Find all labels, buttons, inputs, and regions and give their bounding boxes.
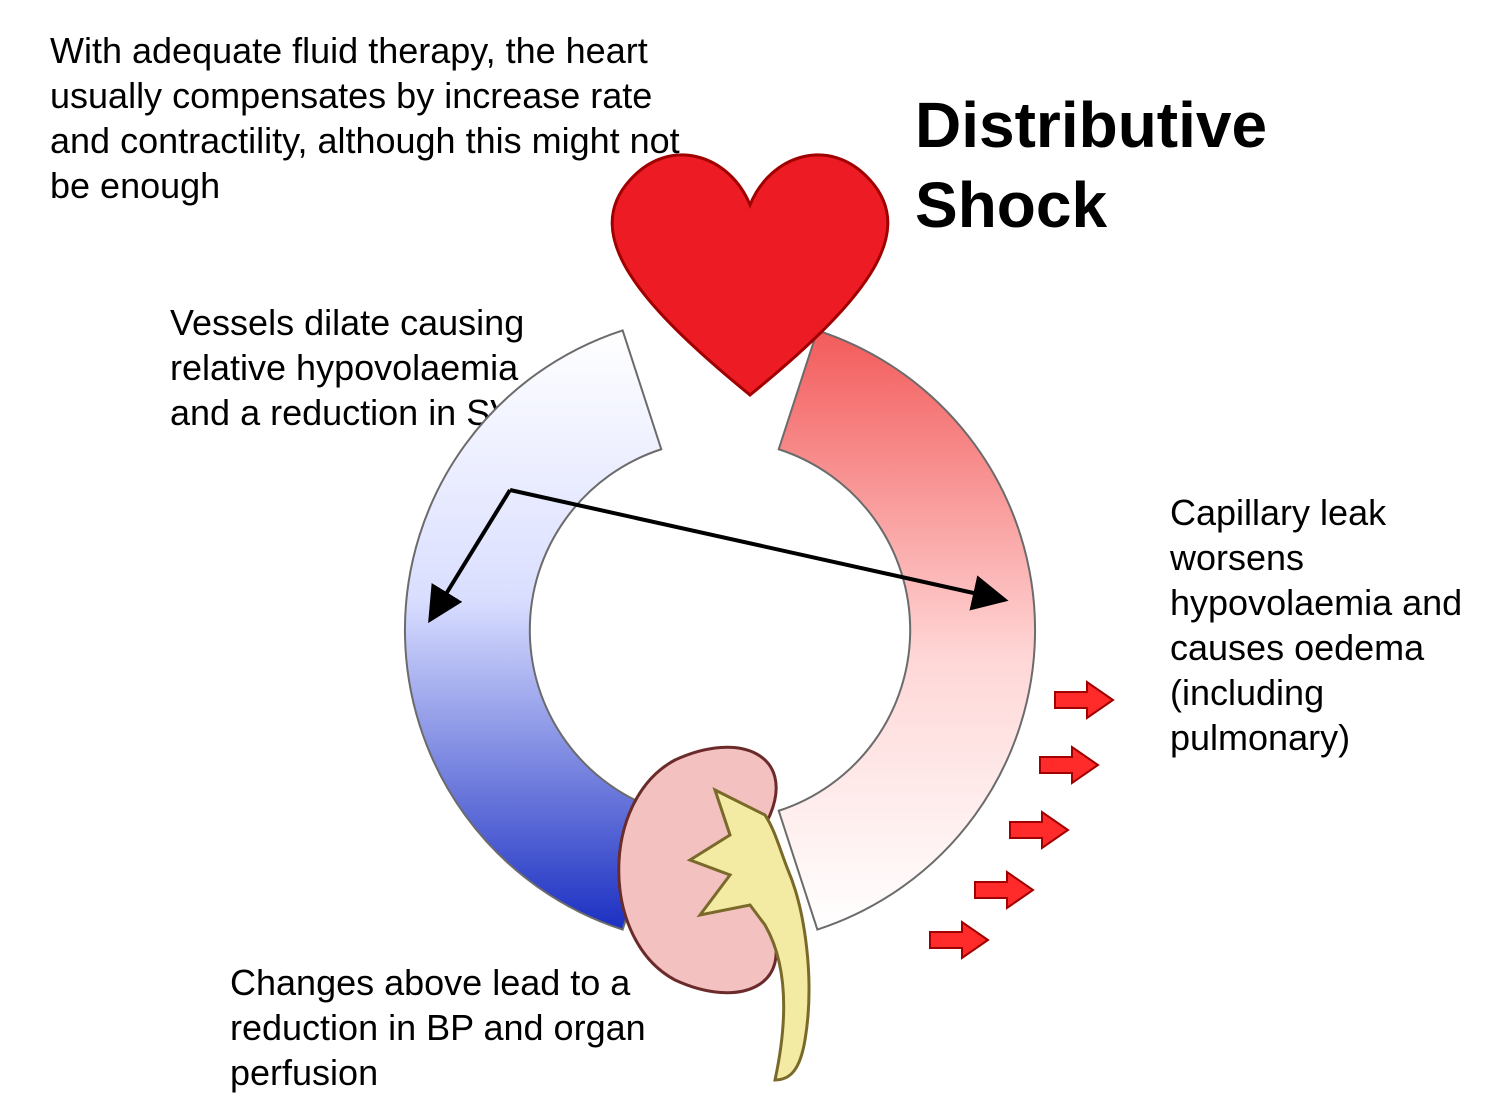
kidney-icon: [619, 747, 809, 1080]
distributive-shock-diagram: [0, 0, 1500, 1101]
vessel-arc-right: [779, 330, 1035, 929]
